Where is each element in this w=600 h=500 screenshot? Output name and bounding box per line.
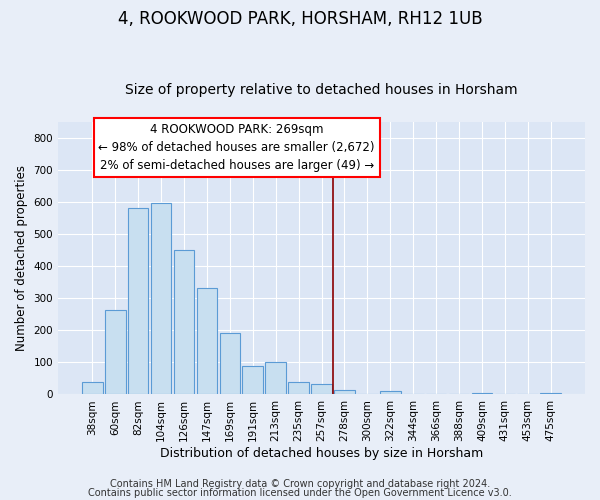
Text: 4, ROOKWOOD PARK, HORSHAM, RH12 1UB: 4, ROOKWOOD PARK, HORSHAM, RH12 1UB — [118, 10, 482, 28]
Bar — [288, 382, 309, 394]
Bar — [82, 382, 103, 394]
Text: 4 ROOKWOOD PARK: 269sqm
← 98% of detached houses are smaller (2,672)
2% of semi-: 4 ROOKWOOD PARK: 269sqm ← 98% of detache… — [98, 123, 375, 172]
Bar — [541, 393, 561, 394]
Bar — [128, 208, 148, 394]
Bar — [173, 250, 194, 394]
Bar — [265, 362, 286, 394]
Bar — [220, 332, 240, 394]
Y-axis label: Number of detached properties: Number of detached properties — [15, 165, 28, 351]
Bar — [105, 310, 125, 394]
Bar — [380, 390, 401, 394]
Bar — [242, 366, 263, 394]
Bar — [311, 384, 332, 394]
Text: Contains public sector information licensed under the Open Government Licence v3: Contains public sector information licen… — [88, 488, 512, 498]
Title: Size of property relative to detached houses in Horsham: Size of property relative to detached ho… — [125, 83, 518, 97]
Bar — [151, 202, 172, 394]
Bar — [472, 393, 492, 394]
Text: Contains HM Land Registry data © Crown copyright and database right 2024.: Contains HM Land Registry data © Crown c… — [110, 479, 490, 489]
Bar — [334, 390, 355, 394]
Bar — [197, 288, 217, 395]
X-axis label: Distribution of detached houses by size in Horsham: Distribution of detached houses by size … — [160, 447, 483, 460]
